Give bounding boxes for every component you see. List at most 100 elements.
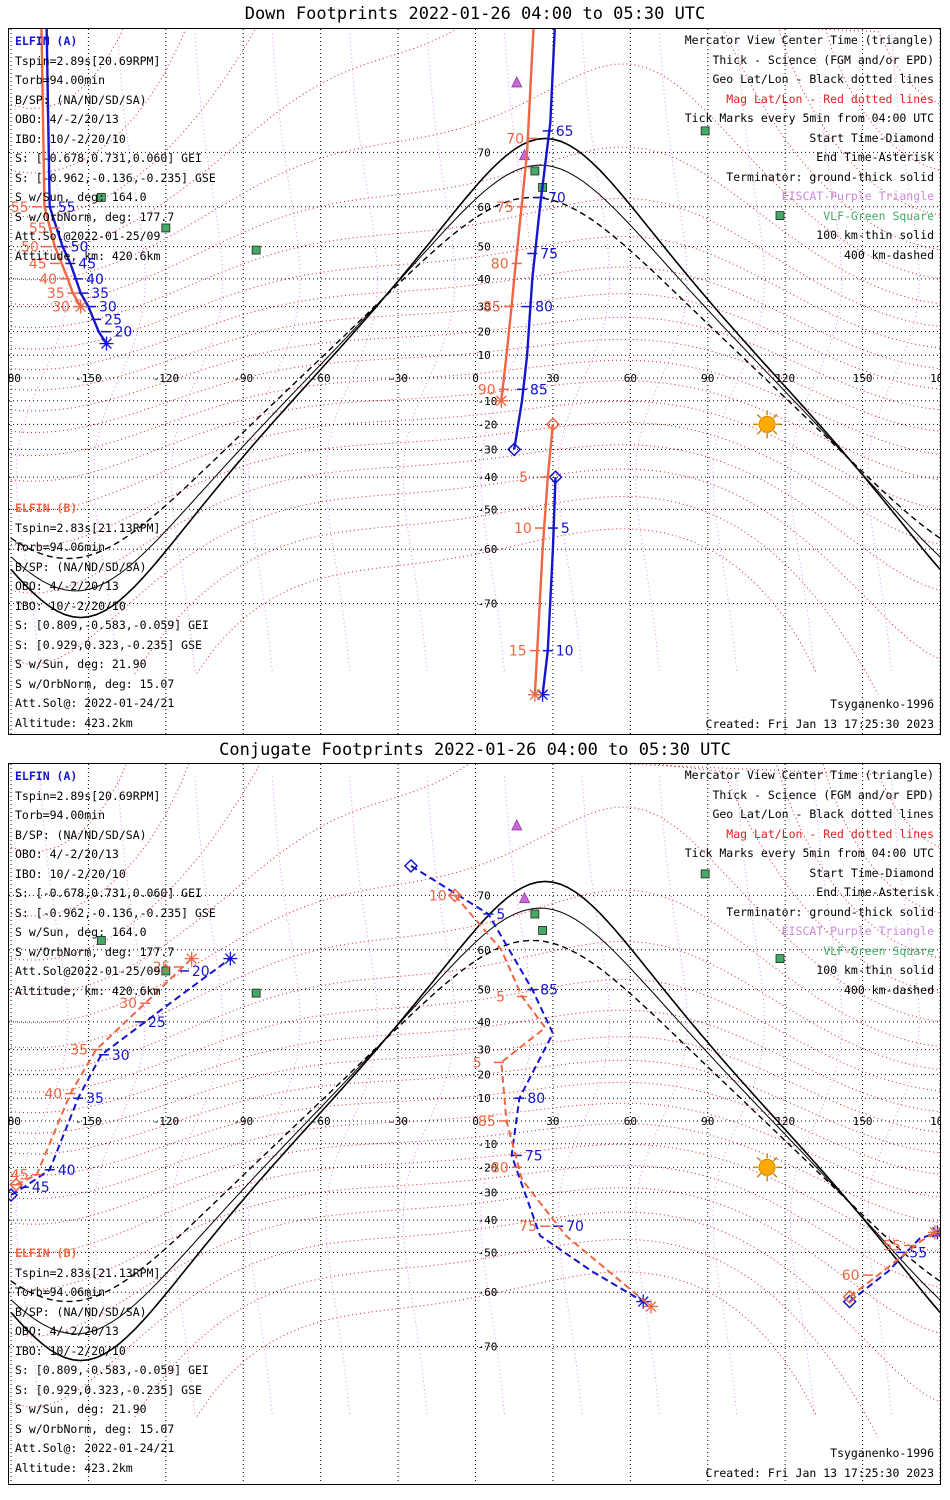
track-tick-label: 65: [556, 124, 574, 140]
elfin-a-info-line: B/SP: (NA/ND/SD/SA): [15, 92, 147, 107]
lon-tick-label: -60: [311, 1115, 331, 1128]
legend-item: Start Time-Diamond: [809, 865, 934, 880]
elfin-b-label: ELFIN (B): [15, 501, 78, 515]
sun-ray: [756, 413, 762, 419]
eiscat-site-marker: [511, 819, 523, 831]
track-tick-label: 5: [496, 907, 505, 923]
mag-lat-line: [134, 496, 879, 695]
track-tick-label: 25: [148, 1015, 166, 1031]
legend-item: VLF-Green Square: [823, 943, 934, 958]
mag-lat-line: [10, 29, 940, 252]
lon-tick-label: -120: [153, 372, 180, 385]
vlf-site-marker: [96, 193, 106, 202]
legend-item: End Time-Asterisk: [816, 885, 934, 899]
elfin-a-info-line: B/SP: (NA/ND/SD/SA): [15, 827, 147, 842]
elfin-b-info-line: Altitude: 423.2km: [15, 1460, 133, 1475]
track-tick-label: 35: [86, 1091, 104, 1107]
lon-tick-label: 60: [624, 372, 637, 385]
legend-item: EISCAT-Purple Triangle: [781, 924, 934, 938]
lon-tick-label: 180: [930, 1115, 941, 1128]
sun-ray: [772, 430, 778, 435]
elfin-a-track: [410, 865, 644, 1303]
lat-tick-label: 50: [478, 241, 491, 254]
mag-lat-line: [196, 528, 817, 674]
vlf-site-marker: [530, 166, 540, 176]
lat-tick-label: 20: [478, 1069, 491, 1082]
sun-ray: [772, 1173, 778, 1178]
lat-tick-label: -40: [478, 471, 498, 484]
track-tick-label: 5: [473, 1055, 482, 1071]
lon-tick-label: -60: [311, 372, 331, 385]
elfin-b-label: ELFIN (B): [15, 1246, 78, 1260]
lon-tick-label: 90: [701, 372, 714, 385]
elfin-a-info-line: IBO: 10/-2/20/10: [15, 866, 126, 881]
sun-ray: [756, 430, 762, 435]
elfin-a-track: [513, 29, 556, 450]
lon-tick-label: 90: [701, 1115, 714, 1128]
elfin-a-info-line: Attitude, km: 420.6km: [15, 248, 161, 263]
lat-tick-label: 60: [478, 201, 491, 214]
lon-tick-label: 30: [546, 1115, 559, 1128]
track-tick-label: 80: [527, 1091, 545, 1107]
elfin-a-info-line: S w/OrbNorm, deg: 177.7: [15, 209, 175, 224]
lon-tick-label: -150: [75, 1115, 102, 1128]
elfin-b-info-line: IBO: 10/-2/20/10: [15, 1343, 126, 1358]
track-tick-label: 55: [909, 1245, 927, 1261]
eiscat-site-marker: [518, 891, 531, 904]
track-tick-label: 30: [52, 300, 70, 316]
end-asterisk: [637, 1296, 649, 1307]
legend-item: Mag Lat/Lon - Red dotted lines: [726, 91, 934, 106]
lat-tick-label: 40: [478, 1016, 491, 1029]
terminator-ground: [10, 880, 940, 1362]
elfin-a-info-line: IBO: 10/-2/20/10: [15, 131, 126, 146]
mag-lon-line: [248, 775, 301, 1414]
track-tick-label: 30: [112, 1048, 130, 1064]
elfin-b-info-line: Torb=94.06min: [15, 540, 106, 554]
lat-tick-label: -10: [478, 395, 498, 408]
elfin-b-info-line: S: [0.809,-0.583,-0.059] GEI: [15, 618, 209, 632]
elfin-b-track: [533, 424, 555, 695]
track-tick-label: 25: [104, 312, 122, 328]
legend-item: 100 km-thin solid: [816, 963, 934, 977]
track-tick-label: 55: [29, 221, 47, 237]
elfin-b-info-line: S w/OrbNorm, deg: 15.07: [15, 1421, 175, 1436]
elfin-a-info-line: S w/Sun, deg: 164.0: [15, 925, 147, 939]
track-tick-label: 75: [496, 200, 514, 216]
legend-item: End Time-Asterisk: [816, 150, 934, 164]
end-asterisk: [75, 301, 87, 312]
track-tick-label: 60: [842, 1268, 860, 1284]
elfin-a-info-line: S: [-0.678,0.731,0.060] GEI: [15, 886, 202, 900]
elfin-b-info-line: IBO: 10/-2/20/10: [15, 598, 126, 613]
mag-lon-line: [557, 775, 611, 1414]
lat-tick-label: 70: [478, 146, 491, 159]
end-asterisk: [101, 338, 112, 349]
start-diamond: [9, 1177, 24, 1192]
elfin-b-info: ELFIN (B) Tspin=2.83s[21.13RPM] Torb=94.0…: [15, 499, 209, 733]
vlf-site-marker: [700, 869, 710, 879]
track-tick-label: 20: [114, 325, 132, 341]
lat-tick-label: -70: [478, 1341, 498, 1354]
track-tick-label: 70: [566, 1219, 584, 1235]
track-tick-label: 50: [71, 240, 89, 256]
elfin-a-info-line: OBO: 4/-2/20/13: [15, 847, 119, 861]
track-tick-label: 5: [519, 470, 528, 486]
track-tick-label: 30: [99, 300, 117, 316]
lat-tick-label: 20: [478, 326, 491, 339]
down-footprints-panel: 180-150-120-90-60-3003060901201501807060…: [8, 28, 941, 735]
elfin-a-info-line: Tspin=2.89s[20.69RPM]: [15, 53, 161, 68]
lon-tick-label: -120: [153, 1115, 180, 1128]
vlf-site-marker: [251, 245, 261, 255]
lon-tick-label: 30: [546, 372, 559, 385]
mag-lon-line: [635, 775, 688, 1414]
elfin-a-info-line: Att.Sol@2022-01-25/09: [15, 229, 161, 243]
legend-item: Thick - Science (FGM and/or EPD): [712, 52, 934, 67]
elfin-b-info-line: B/SP: (NA/ND/SD/SA): [15, 1304, 147, 1319]
elfin-b-info-line: OBO: 4/-2/20/13: [15, 1324, 119, 1338]
elfin-a-info-line: S: [-0.962,-0.136,-0.235] GSE: [15, 170, 216, 185]
legend: Mercator View Center Time (triangle) Thic…: [685, 31, 934, 265]
lat-tick-label: -50: [478, 1246, 498, 1259]
track-tick-label: 90: [478, 382, 496, 398]
mag-lat-line: [10, 1123, 940, 1225]
lat-tick-label: -30: [478, 1186, 498, 1199]
track-tick-label: 85: [540, 983, 558, 999]
